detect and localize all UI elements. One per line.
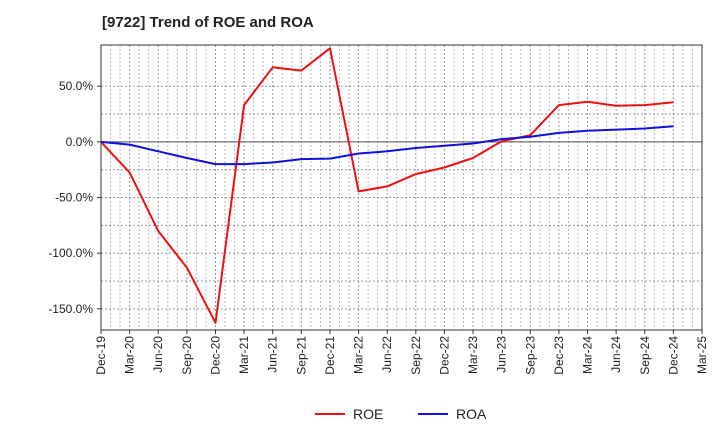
x-tick-label: Mar-21 bbox=[237, 336, 251, 374]
y-tick-label: -50.0% bbox=[55, 191, 93, 205]
series-line-roe bbox=[100, 47, 674, 324]
chart-title: [9722] Trend of ROE and ROA bbox=[102, 14, 314, 31]
x-tick-label: Jun-22 bbox=[380, 336, 394, 373]
plot-area bbox=[101, 45, 702, 330]
x-tick-label: Mar-22 bbox=[352, 336, 366, 374]
x-tick-label: Mar-24 bbox=[581, 336, 595, 374]
x-tick-label: Sep-24 bbox=[638, 336, 652, 375]
plot-border bbox=[100, 44, 703, 331]
y-tick-label: -100.0% bbox=[48, 246, 93, 260]
x-tick-label: Jun-20 bbox=[151, 336, 165, 373]
x-tick-label: Mar-25 bbox=[695, 336, 709, 374]
series-line-roa bbox=[100, 125, 674, 166]
x-tick-label: Sep-20 bbox=[180, 336, 194, 375]
x-tick-label: Dec-24 bbox=[666, 336, 680, 375]
x-tick-label: Dec-23 bbox=[552, 336, 566, 375]
y-tick-label: 50.0% bbox=[59, 79, 93, 93]
x-tick-label: Dec-20 bbox=[208, 336, 222, 375]
x-tick-label: Dec-19 bbox=[94, 336, 108, 375]
x-tick-label: Dec-22 bbox=[437, 336, 451, 375]
x-tick-label: Mar-23 bbox=[466, 336, 480, 374]
y-tick-label: -150.0% bbox=[48, 302, 93, 316]
y-tick-label: 0.0% bbox=[66, 135, 94, 149]
legend-label-roe: ROE bbox=[353, 406, 383, 422]
legend-label-roa: ROA bbox=[456, 406, 487, 422]
x-tick-label: Jun-24 bbox=[609, 336, 623, 373]
x-tick-label: Dec-21 bbox=[323, 336, 337, 375]
x-tick-label: Mar-20 bbox=[123, 336, 137, 374]
x-tick-label: Jun-23 bbox=[495, 336, 509, 373]
x-tick-label: Jun-21 bbox=[266, 336, 280, 373]
x-tick-label: Sep-22 bbox=[409, 336, 423, 375]
x-tick-label: Sep-23 bbox=[523, 336, 537, 375]
x-tick-label: Sep-21 bbox=[294, 336, 308, 375]
